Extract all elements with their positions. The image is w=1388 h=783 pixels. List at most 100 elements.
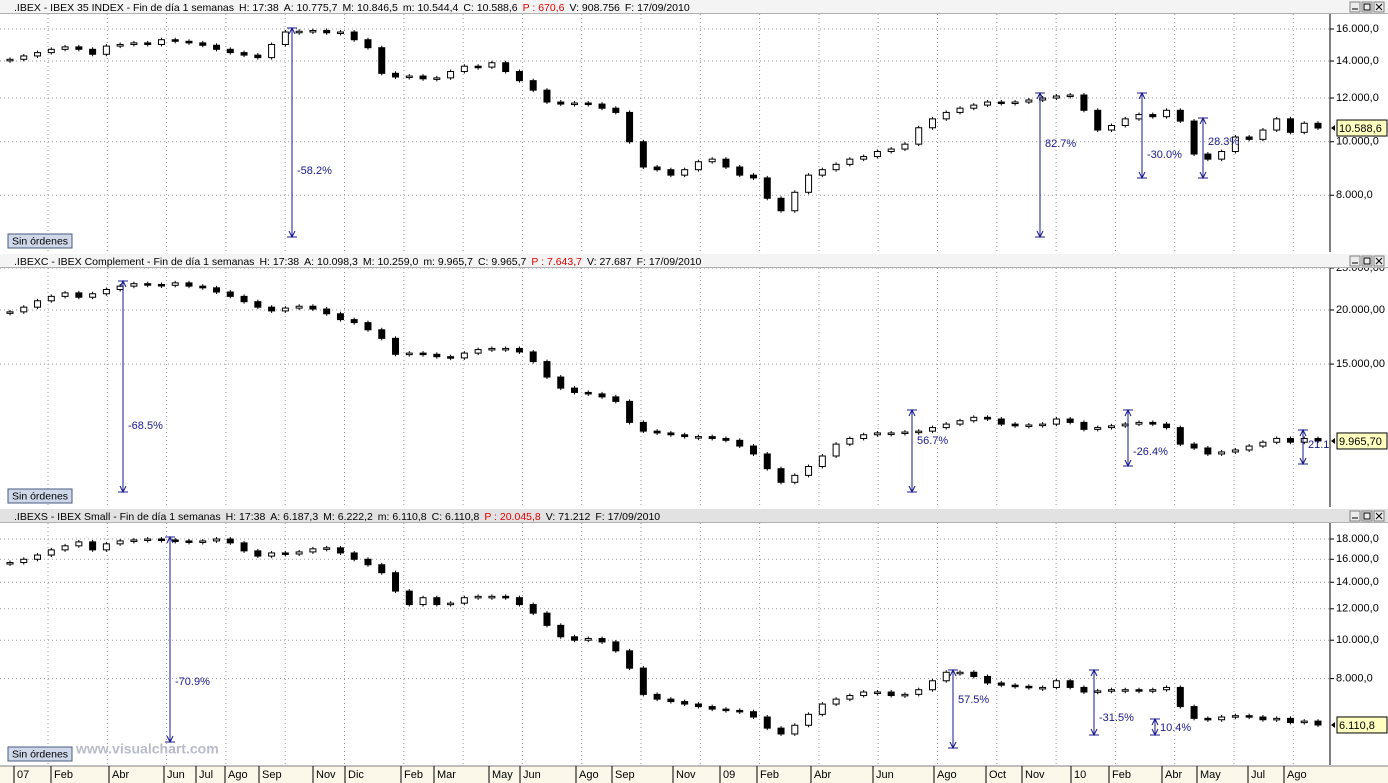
- candle: [89, 48, 97, 55]
- candle: [1025, 685, 1033, 689]
- quote-field: H: 17:38: [259, 256, 299, 268]
- y-tick-label: 10.000,0: [1336, 634, 1379, 646]
- candle: [626, 650, 634, 669]
- orders-button[interactable]: [7, 233, 73, 249]
- candle: [1121, 689, 1129, 692]
- candle: [887, 432, 895, 435]
- candle: [1204, 447, 1212, 455]
- candle: [157, 284, 165, 287]
- x-tick-label: Ago: [1287, 769, 1307, 781]
- window-icon: [1363, 257, 1371, 265]
- candle: [474, 595, 482, 599]
- candle: [6, 562, 14, 565]
- plot-background: [0, 523, 1388, 765]
- candle: [240, 542, 248, 552]
- candle: [1163, 109, 1171, 118]
- orders-button[interactable]: [7, 488, 73, 504]
- candle: [846, 158, 854, 165]
- candle: [268, 43, 276, 59]
- candle: [1204, 153, 1212, 160]
- candle: [887, 691, 895, 697]
- candle: [557, 624, 565, 638]
- candle: [1231, 136, 1239, 153]
- candle: [584, 391, 592, 395]
- candle: [873, 691, 881, 695]
- candle: [791, 724, 799, 735]
- candle: [1107, 689, 1115, 692]
- quote-field: M: 10.259,0: [363, 256, 419, 268]
- x-tick-label: Abr: [112, 769, 129, 781]
- candle: [281, 31, 289, 45]
- candle: [1218, 451, 1226, 455]
- candle: [34, 554, 42, 560]
- measure-label: 28.3%: [1208, 136, 1239, 148]
- candle: [171, 539, 179, 542]
- window-min-button[interactable]: [1349, 255, 1361, 267]
- candle: [405, 75, 413, 79]
- candle: [667, 169, 675, 176]
- candle: [75, 46, 83, 50]
- candle: [75, 541, 83, 547]
- candle: [777, 468, 785, 483]
- candle: [1245, 445, 1253, 451]
- candle: [392, 337, 400, 355]
- candle: [392, 572, 400, 592]
- window-max-button[interactable]: [1361, 1, 1373, 13]
- measure-arrow: [119, 279, 127, 494]
- orders-button-label[interactable]: Sin órdenes: [12, 748, 68, 760]
- watermark: www.visualchart.com: [75, 741, 219, 757]
- candle: [1314, 437, 1322, 442]
- candle: [447, 602, 455, 606]
- price-box: [1336, 716, 1388, 734]
- measure-arrow: [1151, 717, 1159, 737]
- window-max-button[interactable]: [1361, 255, 1373, 267]
- quote-field: A: 10.098,3: [304, 256, 358, 268]
- candle: [213, 287, 221, 293]
- candle: [915, 430, 923, 434]
- measure-arrow: [1090, 668, 1098, 737]
- candle: [1218, 151, 1226, 160]
- candle: [419, 597, 427, 606]
- instrument-name: .IBEXC - IBEX Complement - Fin de día 1 …: [14, 256, 254, 268]
- candle: [639, 667, 647, 695]
- candle: [1163, 686, 1171, 691]
- candle: [116, 540, 124, 545]
- candle: [323, 547, 331, 550]
- candle: [20, 306, 28, 313]
- candle: [447, 356, 455, 359]
- orders-button-label[interactable]: Sin órdenes: [12, 490, 68, 502]
- window-icon: [1375, 512, 1383, 520]
- candle: [157, 538, 165, 542]
- plot: 25.000,00 20.000,00 15.000,00 -68.5% 56.7% -2…: [0, 268, 1388, 507]
- y-tick-label: 12.000,0: [1336, 92, 1379, 104]
- candle: [144, 283, 152, 286]
- candle: [1204, 717, 1212, 721]
- measure-arrow: [1299, 428, 1307, 466]
- candle: [1190, 120, 1198, 155]
- window-max-button[interactable]: [1361, 510, 1373, 522]
- candle: [268, 306, 276, 312]
- candle: [1314, 720, 1322, 726]
- orders-button[interactable]: [7, 746, 73, 762]
- candle: [1121, 118, 1129, 127]
- candle: [350, 552, 358, 560]
- candle: [749, 711, 757, 718]
- window-min-button[interactable]: [1349, 1, 1361, 13]
- candle: [1259, 441, 1267, 447]
- candle: [433, 77, 441, 80]
- candle: [529, 351, 537, 363]
- candle: [956, 671, 964, 675]
- candle: [1107, 125, 1115, 131]
- orders-button-label[interactable]: Sin órdenes: [12, 235, 68, 247]
- quote-field: P : 20.045,8: [484, 511, 541, 523]
- candle: [1094, 427, 1102, 430]
- x-tick-label: Jun: [523, 769, 541, 781]
- candle: [61, 46, 69, 50]
- window-min-button[interactable]: [1349, 510, 1361, 522]
- candle: [1011, 684, 1019, 688]
- candle: [1066, 418, 1074, 423]
- quote-field: F: 17/09/2010: [625, 2, 690, 14]
- candle: [405, 352, 413, 356]
- candle: [171, 39, 179, 42]
- candle: [571, 102, 579, 106]
